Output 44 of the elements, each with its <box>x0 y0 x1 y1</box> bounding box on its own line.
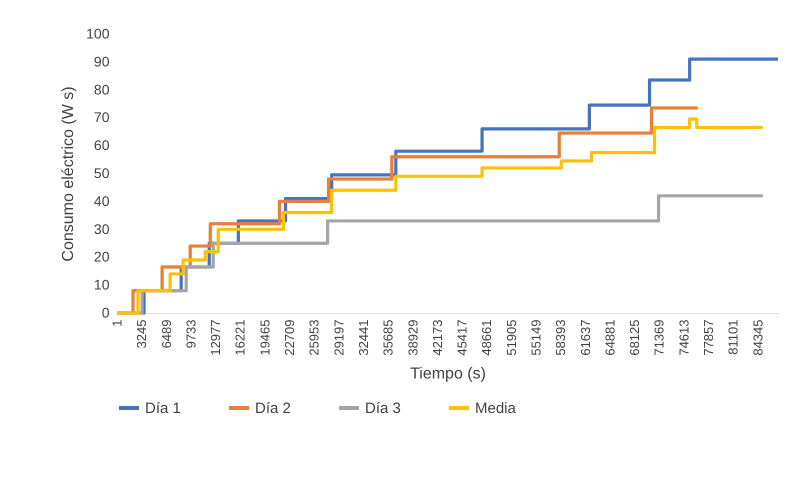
x-tick-label: 58393 <box>553 320 568 356</box>
x-tick-label: 64881 <box>602 320 618 356</box>
x-tick-label: 9733 <box>183 320 198 348</box>
x-tick-label: 32441 <box>356 320 371 356</box>
x-axis-title: Tiempo (s) <box>410 366 486 383</box>
x-tick-label: 74613 <box>676 320 692 356</box>
x-tick-label: 55149 <box>528 320 544 356</box>
x-tick-label: 29197 <box>331 320 346 356</box>
x-tick-label: 84345 <box>750 320 766 356</box>
x-tick-label: 22709 <box>282 320 298 356</box>
y-tick-label: 80 <box>94 81 110 98</box>
x-tick-label: 12977 <box>208 320 224 356</box>
x-tick-label: 77857 <box>701 320 716 356</box>
y-tick-label: 10 <box>94 276 110 293</box>
x-tick-label: 81101 <box>726 320 741 355</box>
x-tick-label: 3245 <box>134 320 150 348</box>
x-tick-label: 35685 <box>380 320 396 356</box>
x-tick-label: 45417 <box>454 320 470 356</box>
x-tick-label: 42173 <box>430 320 445 356</box>
y-tick-label: 0 <box>102 304 110 320</box>
y-tick-label: 50 <box>94 165 110 181</box>
y-tick-label: 100 <box>86 26 110 42</box>
legend-label: Día 2 <box>255 400 291 417</box>
y-tick-label: 40 <box>94 192 110 209</box>
legend-label: Media <box>475 400 517 417</box>
legend-label: Día 1 <box>145 400 181 417</box>
legend-label: Día 3 <box>365 400 401 417</box>
x-tick-label: 68125 <box>627 320 642 356</box>
x-tick-label: 61637 <box>578 320 593 356</box>
y-tick-label: 90 <box>94 53 110 70</box>
x-tick-label: 48661 <box>479 320 494 356</box>
x-tick-label: 71369 <box>652 320 667 356</box>
x-tick-label: 38929 <box>405 320 420 356</box>
y-axis-title: Consumo eléctrico (W s) <box>60 86 78 262</box>
x-tick-label: 1 <box>110 320 124 327</box>
x-tick-label: 51905 <box>504 320 519 356</box>
x-tick-label: 19465 <box>257 320 272 356</box>
x-tick-label: 6489 <box>158 320 174 348</box>
y-tick-label: 60 <box>94 137 110 154</box>
x-tick-label: 16221 <box>232 320 248 356</box>
y-tick-label: 70 <box>94 109 110 126</box>
x-tick-label: 25953 <box>306 320 322 356</box>
y-tick-label: 30 <box>94 220 110 237</box>
y-tick-label: 20 <box>94 248 110 265</box>
